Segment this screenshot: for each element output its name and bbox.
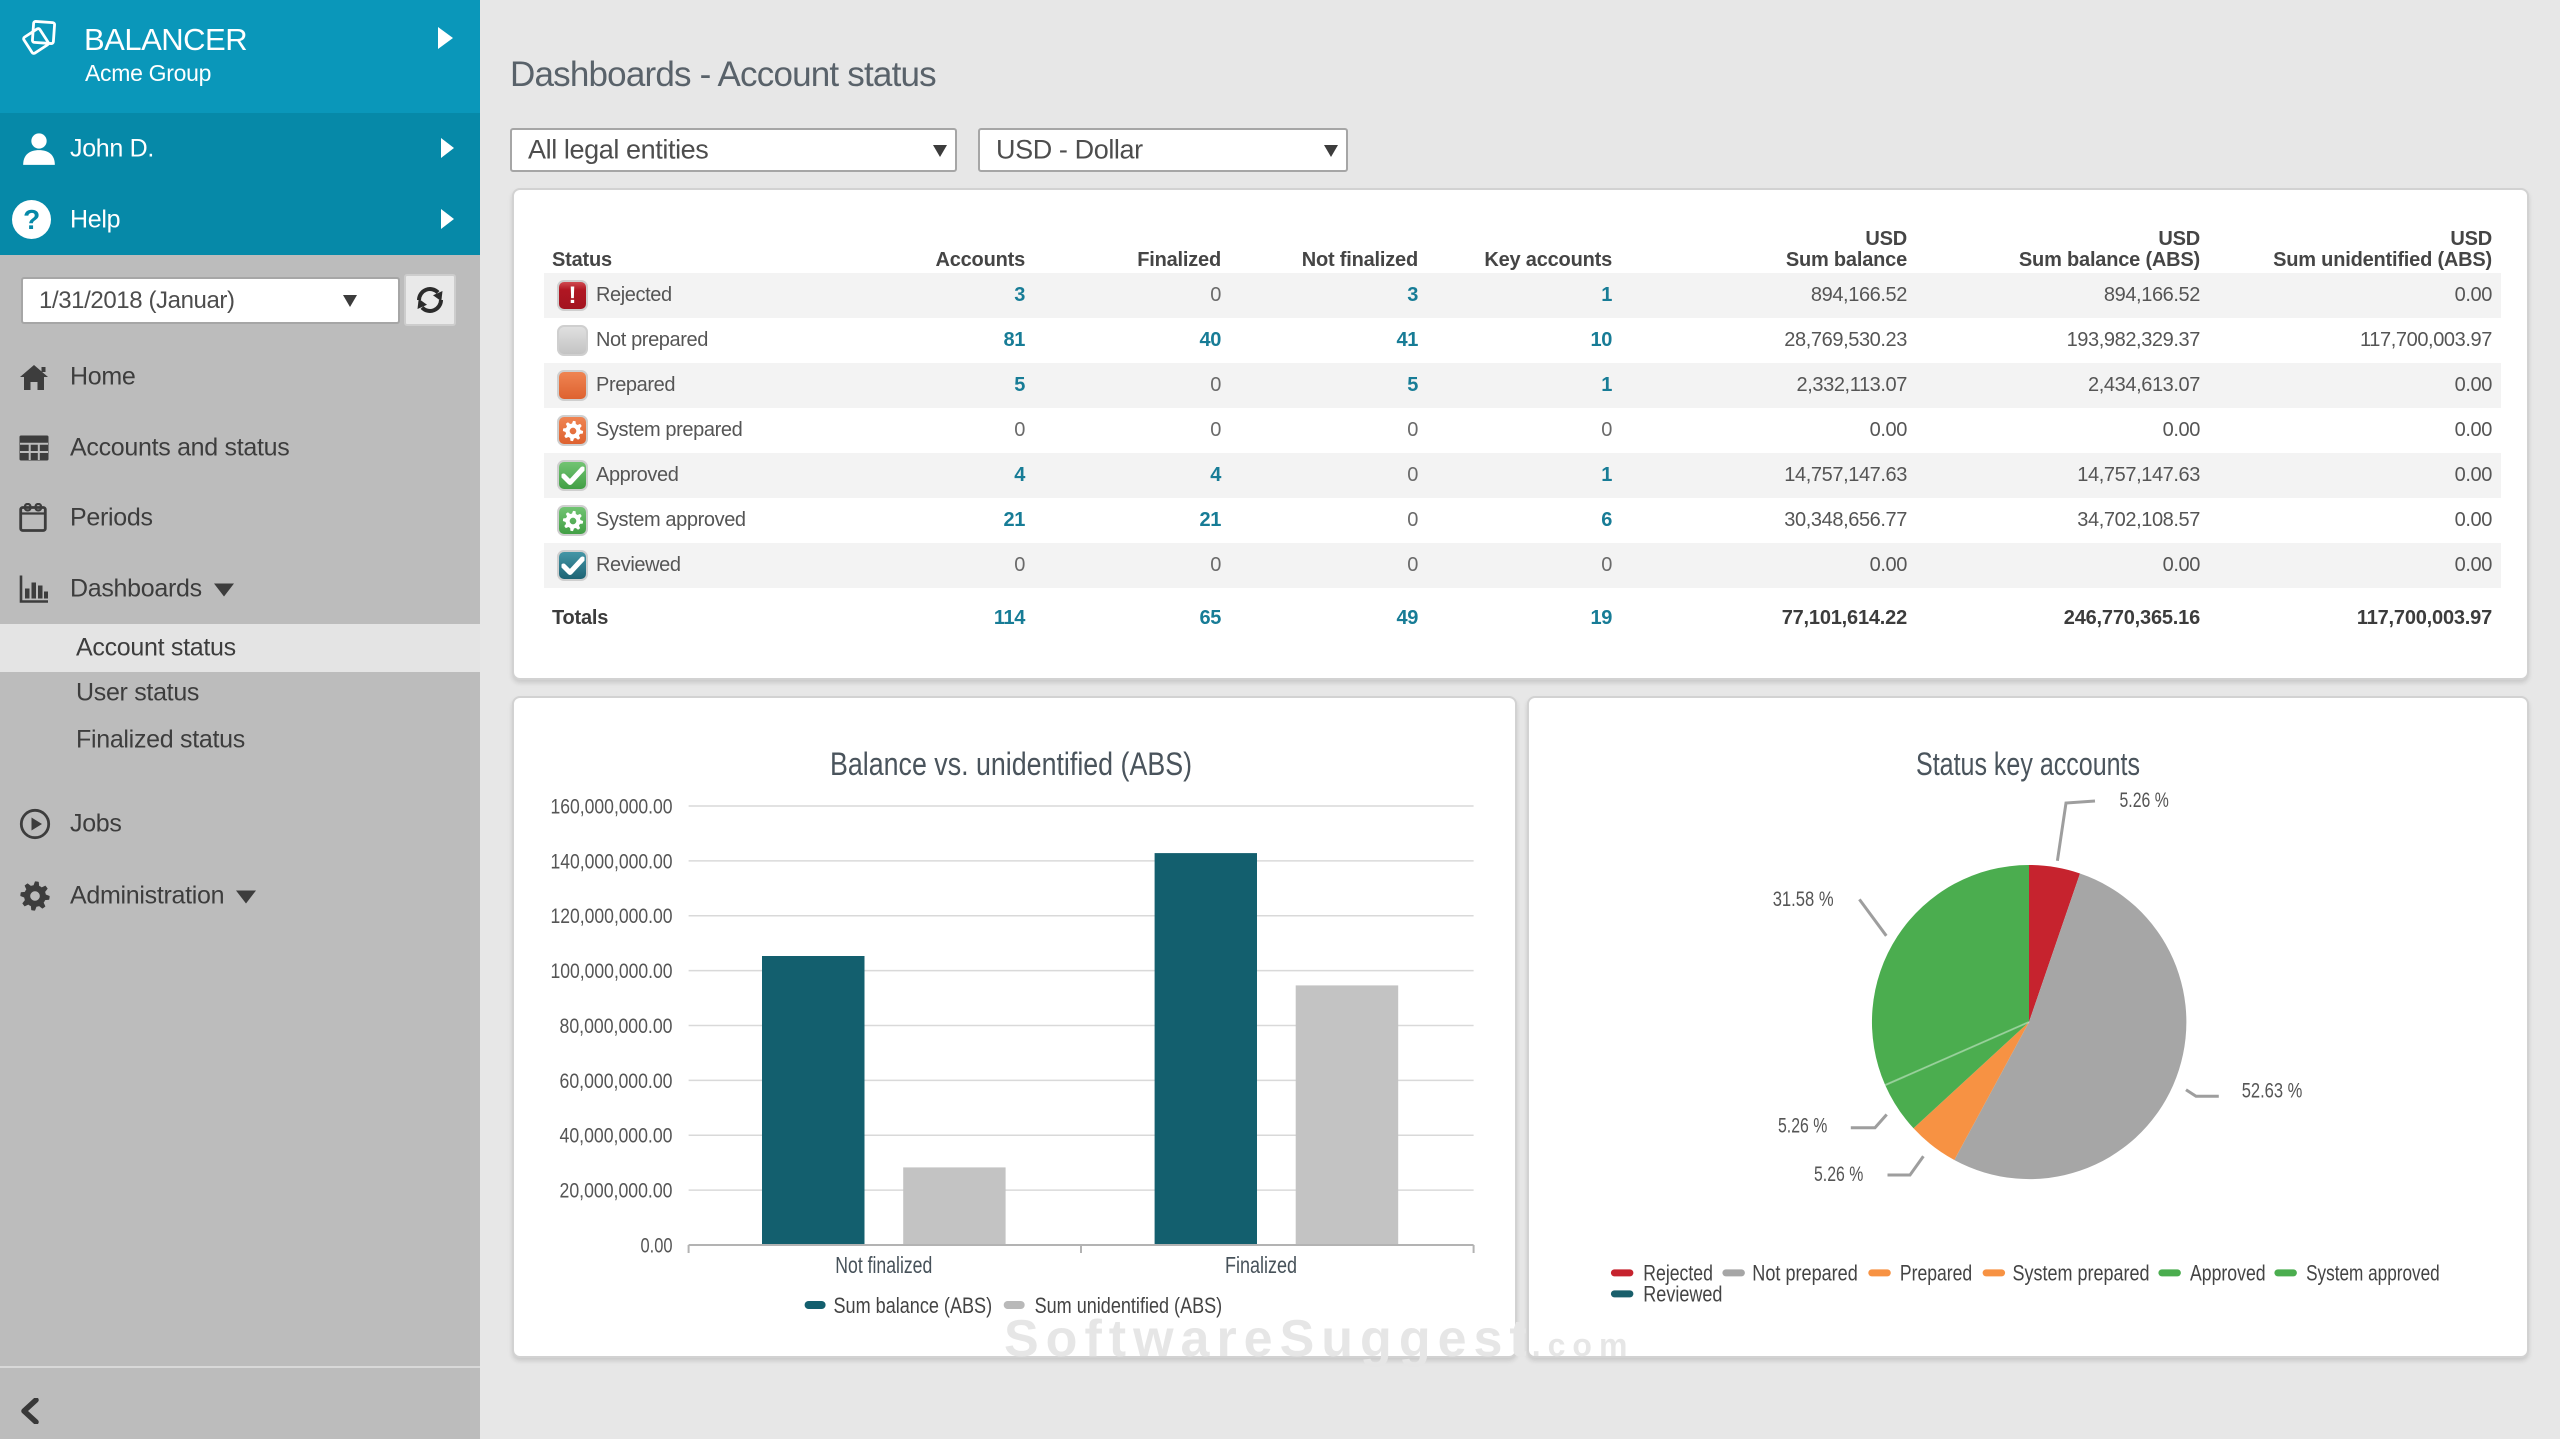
svg-text:140,000,000.00: 140,000,000.00: [551, 850, 673, 873]
svg-text:System approved: System approved: [2306, 1260, 2440, 1285]
svg-text:Status key accounts: Status key accounts: [1916, 746, 2140, 782]
svg-text:Prepared: Prepared: [1900, 1260, 1972, 1285]
svg-text:5.26 %: 5.26 %: [2120, 789, 2169, 812]
svg-text:System prepared: System prepared: [2013, 1260, 2150, 1285]
svg-text:Reviewed: Reviewed: [1643, 1281, 1722, 1306]
svg-text:Not prepared: Not prepared: [1752, 1260, 1858, 1285]
svg-text:60,000,000.00: 60,000,000.00: [560, 1070, 673, 1093]
svg-text:40,000,000.00: 40,000,000.00: [560, 1125, 673, 1148]
svg-text:Approved: Approved: [2190, 1260, 2266, 1285]
svg-text:31.58 %: 31.58 %: [1773, 888, 1834, 911]
svg-text:0.00: 0.00: [641, 1235, 673, 1258]
svg-text:160,000,000.00: 160,000,000.00: [551, 796, 673, 819]
svg-text:5.26 %: 5.26 %: [1814, 1163, 1863, 1186]
svg-text:100,000,000.00: 100,000,000.00: [551, 960, 673, 983]
svg-text:120,000,000.00: 120,000,000.00: [551, 905, 673, 928]
svg-text:Finalized: Finalized: [1225, 1252, 1297, 1278]
svg-text:Rejected: Rejected: [1643, 1260, 1713, 1285]
svg-text:Sum unidentified (ABS): Sum unidentified (ABS): [1035, 1293, 1223, 1318]
svg-text:20,000,000.00: 20,000,000.00: [560, 1180, 673, 1203]
svg-text:5.26 %: 5.26 %: [1778, 1115, 1827, 1138]
svg-text:80,000,000.00: 80,000,000.00: [560, 1015, 673, 1038]
svg-text:Sum balance (ABS): Sum balance (ABS): [834, 1293, 993, 1318]
svg-text:Not finalized: Not finalized: [835, 1252, 932, 1278]
svg-text:52.63 %: 52.63 %: [2242, 1080, 2303, 1103]
svg-text:Balance vs. unidentified (ABS): Balance vs. unidentified (ABS): [830, 746, 1192, 782]
